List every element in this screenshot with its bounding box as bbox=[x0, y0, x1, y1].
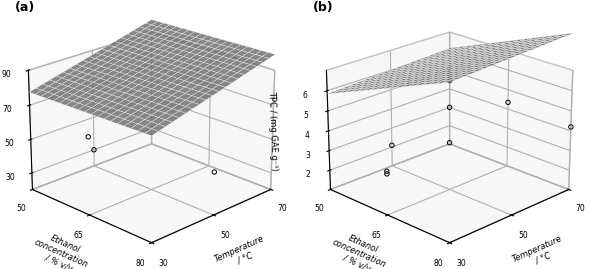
X-axis label: Temperature
 / °C: Temperature / °C bbox=[213, 233, 270, 269]
Text: (b): (b) bbox=[313, 1, 333, 14]
X-axis label: Temperature
 / °C: Temperature / °C bbox=[511, 233, 568, 269]
Y-axis label: Ethanol
concentration
 / % v/v: Ethanol concentration / % v/v bbox=[29, 228, 94, 269]
Y-axis label: Ethanol
concentration
 / % v/v: Ethanol concentration / % v/v bbox=[327, 228, 392, 269]
Text: (a): (a) bbox=[15, 1, 35, 14]
